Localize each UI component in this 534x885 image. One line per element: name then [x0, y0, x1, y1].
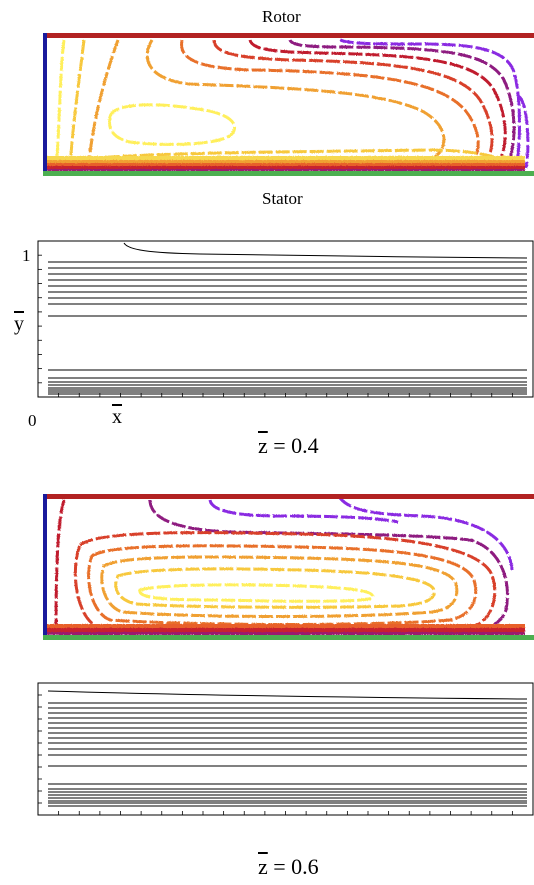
rotor-wall: [43, 494, 534, 499]
contour-line: [87, 544, 478, 626]
caption-z-value: = 0.6: [267, 854, 319, 879]
contour-line: [100, 555, 459, 618]
boundary-layer-band: [45, 624, 525, 635]
axis-ticks: [37, 682, 534, 816]
rotor-label: Rotor: [262, 7, 301, 26]
contour-line: [108, 103, 237, 146]
caption-z-variable: z: [258, 433, 268, 458]
contour-line: [138, 583, 375, 603]
contour-line: [208, 499, 399, 524]
caption-z-variable: z: [258, 854, 268, 879]
y-axis-tick-one: 1: [22, 246, 31, 265]
contour-line: [148, 499, 509, 636]
left-wall: [43, 33, 47, 175]
panel-caption-2: z = 0.6: [258, 856, 319, 878]
contour-line: [54, 499, 66, 636]
profile-line-curved: [47, 690, 528, 700]
profile-lines: [48, 702, 527, 807]
y-axis-label: y: [14, 313, 24, 335]
contour-line: [114, 567, 436, 609]
caption-z-value: = 0.4: [267, 433, 319, 458]
panel-caption-1: z = 0.4: [258, 435, 319, 457]
contour-line: [86, 39, 120, 171]
left-wall: [43, 494, 47, 638]
stator-wall: [43, 635, 534, 640]
stator-wall: [43, 171, 534, 176]
plot-frame: [37, 240, 534, 398]
rotor-wall: [43, 33, 534, 38]
contour-plot-2: [43, 494, 534, 640]
x-axis-tick-zero: 0: [28, 411, 37, 430]
line-plot-1: [37, 240, 534, 398]
line-plot-2: [37, 682, 534, 816]
contour-line: [54, 39, 66, 171]
contour-line: [248, 39, 507, 170]
contour-line: [288, 39, 516, 169]
axis-ticks: [37, 240, 534, 398]
profile-line-curved: [123, 242, 528, 259]
profile-lines: [48, 261, 527, 395]
contour-plot-1: [43, 33, 534, 176]
contour-line: [516, 94, 530, 169]
contour-line: [145, 39, 446, 162]
contour-line: [68, 39, 86, 171]
contour-line: [71, 148, 519, 168]
contour-line: [212, 39, 494, 170]
contour-line: [339, 38, 521, 169]
contour-line: [180, 39, 480, 170]
boundary-layer-band: [45, 156, 525, 171]
stator-label: Stator: [262, 189, 303, 208]
contour-line: [338, 496, 514, 571]
x-axis-label: x: [112, 406, 122, 428]
